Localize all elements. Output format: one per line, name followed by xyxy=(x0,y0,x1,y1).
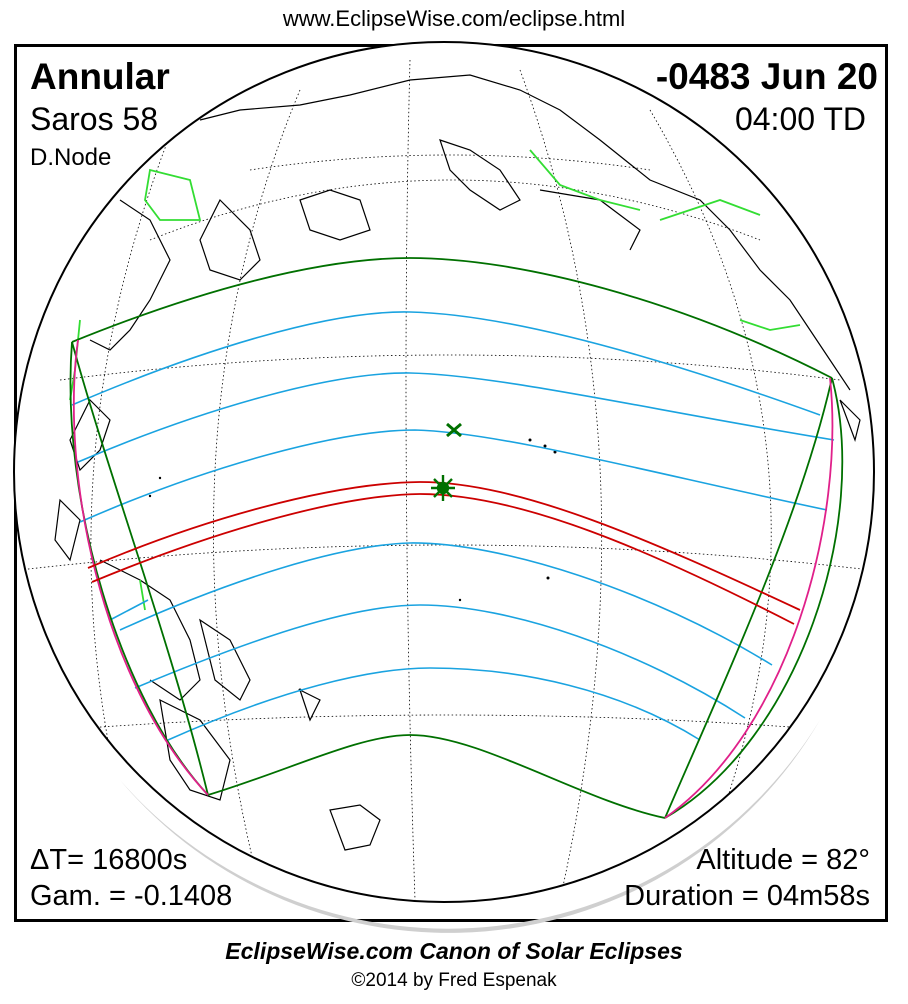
eclipse-date: -0483 Jun 20 xyxy=(655,56,878,97)
sun-altitude: Altitude = 82° xyxy=(696,844,870,876)
node-label: D.Node xyxy=(30,144,112,171)
eclipse-type: Annular xyxy=(30,56,170,97)
globe xyxy=(13,41,875,903)
southern-limit xyxy=(207,734,666,819)
coastlines xyxy=(54,74,861,851)
copyright: ©2014 by Fred Espenak xyxy=(351,970,557,991)
canon-title: EclipseWise.com Canon of Solar Eclipses xyxy=(225,938,683,964)
source-url: www.EclipseWise.com/eclipse.html xyxy=(282,6,626,31)
gamma-value: Gam. = -0.1408 xyxy=(30,880,233,912)
eclipse-time: 04:00 TD xyxy=(734,101,866,137)
central-duration: Duration = 04m58s xyxy=(624,880,870,912)
east-limit xyxy=(664,377,833,819)
x-icon xyxy=(446,422,462,438)
asterisk-icon xyxy=(431,475,455,501)
penumbral-contours xyxy=(71,311,835,741)
central-path xyxy=(87,481,801,625)
saros-number: Saros 58 xyxy=(30,101,159,137)
rise-set-curves xyxy=(73,339,834,819)
delta-t: ΔT= 16800s xyxy=(30,844,188,876)
penumbral-limits xyxy=(69,257,844,819)
northern-limit xyxy=(71,257,833,379)
path-south-edge xyxy=(91,493,795,625)
path-north-edge xyxy=(87,481,801,611)
